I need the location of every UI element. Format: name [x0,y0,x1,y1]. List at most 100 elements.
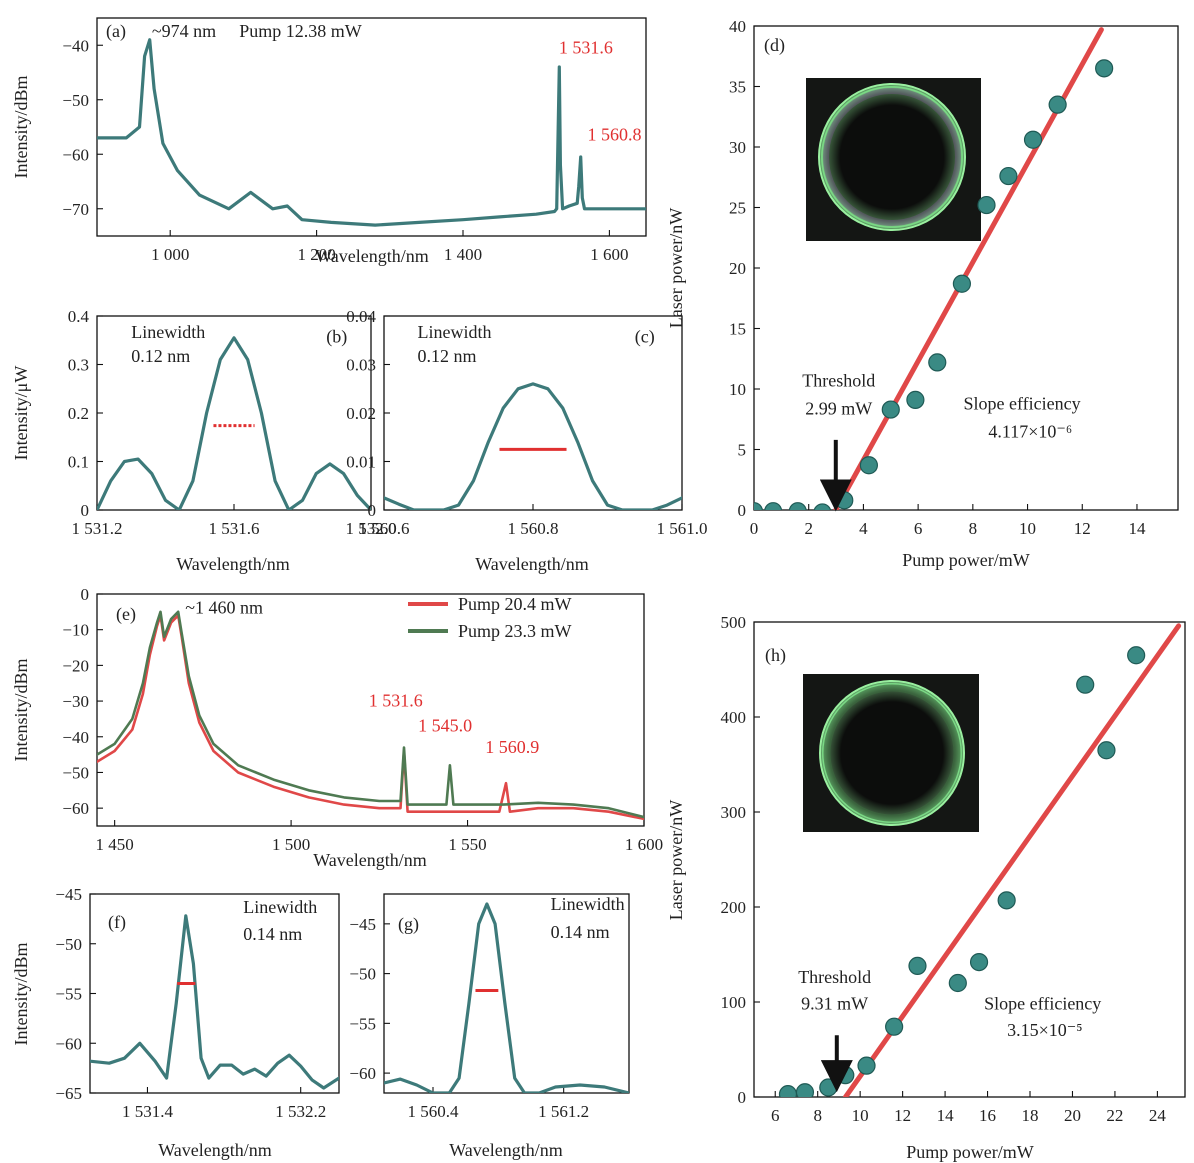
chart-panel-e: 1 450 1 500 1 550 1 600 0 −10 −20 −30 −40 −50 −60 W… [11,585,663,870]
annotation: 1 560.8 [587,125,641,145]
annotation: 1 545.0 [418,715,472,735]
data-point [952,274,971,293]
x-tick-label: 18 [1022,1106,1039,1125]
x-axis-label: Wavelength/nm [475,554,589,574]
annotation: Threshold [802,371,875,391]
plot-area [754,27,1114,510]
x-tick-label: 1 531.6 [209,519,260,538]
chart-panel-c: 1 560.6 1 560.8 1 561.0 0 0.01 0.02 0.03 0.04 Wa… [346,307,707,574]
y-tick-label: 0.03 [346,356,376,375]
x-tick-label: 22 [1106,1106,1123,1125]
x-tick-label: 1 561.0 [657,519,708,538]
x-tick-label: 1 560.8 [508,519,559,538]
data-point [795,1083,815,1097]
x-tick-label: 1 500 [272,835,310,854]
annotation: Linewidth [243,897,317,917]
x-tick-label: 8 [969,519,978,538]
y-axis-label: Intensity/dBm [11,76,31,179]
y-tick-label: 0.2 [68,404,89,423]
data-point [857,1056,876,1075]
y-tick-label: 300 [721,803,747,822]
data-point [835,491,854,510]
chart-panel-g: 1 560.4 1 561.2 −45 −50 −55 −60 Wavelength/nm L… [349,893,630,1160]
plot-area [97,610,644,821]
x-axis-label: Pump power/mW [906,1142,1034,1162]
fit-line [843,623,1182,1097]
y-tick-label: 25 [729,199,746,218]
annotation: Linewidth [418,322,492,342]
y-tick-label: −40 [62,728,89,747]
annotation: 1 531.6 [559,37,613,57]
data-point [928,353,947,372]
y-tick-label: −70 [62,200,89,219]
y-tick-label: 0 [738,501,747,520]
x-tick-label: 14 [937,1106,955,1125]
data-point [836,1066,855,1085]
y-axis-label: Intensity/dBm [11,943,31,1046]
series-line-g-0 [384,902,629,1093]
plot-frame [96,17,647,237]
data-point [788,502,807,510]
y-tick-label: 0 [368,501,377,520]
data-point [778,1085,798,1097]
annotation: Pump 12.38 mW [239,21,362,41]
y-tick-label: −55 [349,1014,376,1033]
annotation: Slope efficiency [964,394,1081,414]
plot-area [90,914,339,1090]
annotation: Linewidth [131,322,205,342]
plot-area [97,336,371,510]
legend: Pump 20.4 mW Pump 23.3 mW [408,594,572,641]
y-tick-label: 0 [738,1088,747,1107]
annotation: 9.31 mW [801,994,868,1014]
panel-label: (d) [764,35,785,56]
y-tick-label: −50 [55,935,82,954]
x-tick-label: 10 [1019,519,1036,538]
data-point [969,952,989,972]
x-tick-label: 8 [813,1106,822,1125]
y-tick-label: −10 [62,621,89,640]
x-tick-label: 2 [804,519,813,538]
y-tick-label: 40 [729,17,746,36]
data-point [819,1078,838,1097]
x-tick-label: 6 [771,1106,780,1125]
y-tick-label: −50 [349,965,376,984]
x-tick-label: 1 200 [297,245,335,264]
series-line-pump-23.3-mw [97,610,644,819]
annotation: (b) [326,327,347,348]
y-tick-label: 0.04 [346,307,376,326]
y-tick-label: −65 [55,1084,82,1103]
x-tick-label: 1 450 [96,835,134,854]
panel-label: (a) [106,21,126,42]
x-tick-label: 1 600 [625,835,663,854]
y-tick-label: −40 [62,36,89,55]
y-tick-label: −60 [349,1064,376,1083]
y-tick-label: 400 [721,708,747,727]
panel-label: (e) [116,604,136,625]
y-tick-label: 30 [729,138,746,157]
data-point [948,973,967,993]
y-tick-label: −55 [55,985,82,1004]
data-point [997,891,1016,910]
data-point [885,1017,904,1036]
annotation: 0.12 nm [131,346,190,366]
data-point [881,400,900,419]
data-point [977,195,996,215]
y-tick-label: −60 [62,799,89,818]
plot-area [384,382,682,510]
series-line-pump-20.4-mw [97,614,644,821]
series-line-a-0 [97,38,646,227]
microscope-inset-h [803,674,979,832]
chart-panel-d: 0 2 4 6 8 10 12 14 0 5 10 15 20 25 30 35 40 Pump power/mW… [666,17,1179,570]
x-tick-label: 1 600 [590,245,628,264]
x-tick-label: 1 531.4 [122,1102,174,1121]
data-point [813,503,832,510]
x-axis-label: Wavelength/nm [449,1140,563,1160]
x-axis-label: Wavelength/nm [176,554,290,574]
y-tick-label: −60 [55,1034,82,1053]
data-point [1097,741,1116,760]
data-point [764,502,783,510]
chart-panel-f: 1 531.4 1 532.2 −45 −50 −55 −60 −65 Wavelength/… [11,885,340,1160]
y-axis-label: Intensity/dBm [11,659,31,762]
plot-frame [383,893,630,1094]
y-tick-label: 15 [729,320,746,339]
